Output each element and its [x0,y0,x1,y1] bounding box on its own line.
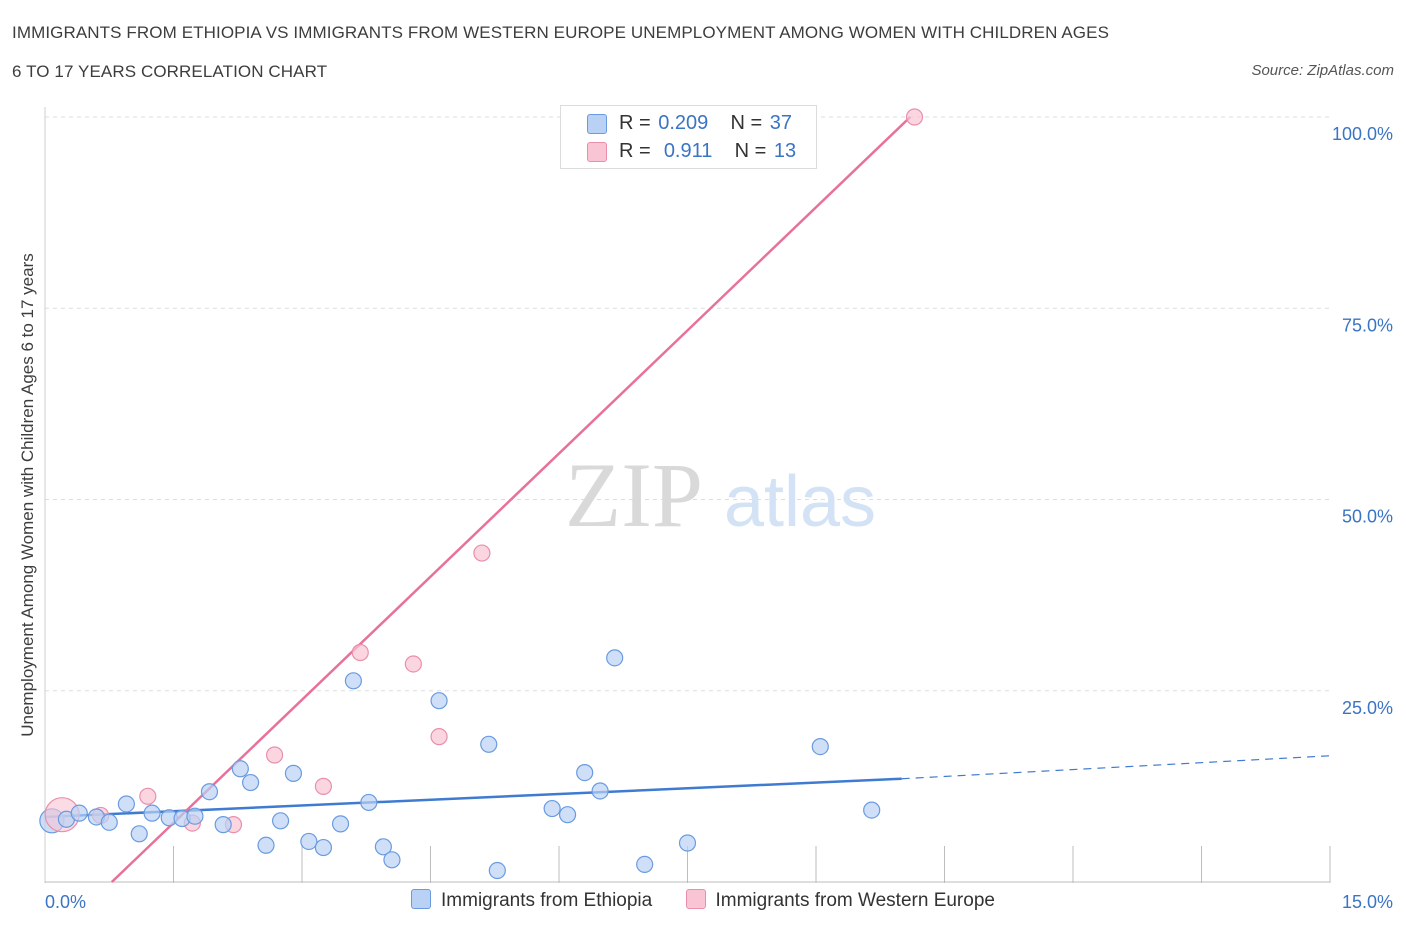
point-ethiopia [543,799,561,818]
legend-r-value: 0.911 [663,140,713,162]
axes [44,107,1331,883]
point-ethiopia [200,783,219,801]
point-western-europe [905,108,924,126]
point-ethiopia [591,782,609,800]
point-ethiopia [811,737,829,756]
point-ethiopia [360,793,378,812]
point-ethiopia [143,804,161,822]
point-ethiopia [558,806,577,824]
trend-line-ethiopia-extension [901,755,1331,780]
point-ethiopia [284,764,303,782]
point-western-europe [314,777,333,795]
point-ethiopia [636,855,654,874]
legend-row-ethiopia: R = 0.209 N = 37 [587,112,792,136]
point-ethiopia [331,815,350,833]
point-ethiopia [100,813,118,831]
point-western-europe [351,643,369,662]
legend-r-label: R = [619,112,651,134]
point-ethiopia [488,861,506,880]
point-ethiopia [314,838,333,857]
point-ethiopia [678,834,697,852]
legend-n-label: N = [734,140,767,162]
y-tick-label: 100.0% [1332,124,1393,144]
point-ethiopia [383,851,401,869]
legend-row-western-europe: R = 0.911 N = 13 [587,140,796,164]
point-ethiopia [231,760,249,778]
point-ethiopia [606,649,624,667]
watermark-zip: ZIP [565,444,703,546]
point-ethiopia [300,832,318,851]
point-ethiopia [430,692,448,710]
point-ethiopia [480,735,498,753]
point-ethiopia [863,801,881,819]
tick-labels: 25.0% 50.0% 75.0% 100.0% 0.0% 15.0% [45,124,1393,912]
point-ethiopia [117,795,135,813]
chart-title-line-2: 6 TO 17 YEARS CORRELATION CHART [12,62,328,81]
legend-swatch-western-europe [587,141,607,162]
x-tick-label: 15.0% [1342,892,1393,912]
data-points [39,108,924,880]
point-western-europe [265,746,284,764]
watermark: ZIP atlas [565,444,876,546]
series-swatch-ethiopia [411,889,432,909]
point-western-europe [404,655,422,673]
legend-r-label: R = [619,140,651,162]
y-tick-label: 25.0% [1342,698,1393,718]
point-western-europe [430,728,448,746]
series-legend: Immigrants from Ethiopia Immigrants from… [0,889,1406,912]
point-ethiopia [214,816,232,834]
series-name-ethiopia: Immigrants from Ethiopia [441,890,653,911]
point-ethiopia [271,812,290,830]
gridlines [45,116,1330,692]
point-ethiopia [242,773,260,792]
legend-n-label: N = [730,112,763,134]
legend-n-value: 13 [773,140,797,162]
source-label: Source: ZipAtlas.com [1251,62,1394,79]
point-ethiopia [130,825,148,843]
point-ethiopia [344,672,362,690]
point-ethiopia [257,836,275,854]
x-tick-label: 0.0% [45,892,86,912]
series-legend-western-europe: Immigrants from Western Europe [685,889,995,912]
legend-swatch-ethiopia [587,113,607,134]
series-legend-ethiopia: Immigrants from Ethiopia [411,889,652,912]
point-ethiopia [576,764,594,782]
y-tick-label: 50.0% [1342,507,1393,527]
watermark-atlas: atlas [724,462,876,542]
point-ethiopia [374,838,392,856]
correlation-legend: R = 0.209 N = 37 R = 0.911 N = 13 [560,105,817,169]
y-tick-label: 75.0% [1342,315,1393,335]
legend-n-value: 37 [769,112,793,134]
point-western-europe [473,544,491,562]
legend-r-value: 0.209 [658,112,709,134]
point-western-europe [139,787,157,805]
series-swatch-western-europe [685,889,706,909]
point-ethiopia [186,807,204,825]
trend-line-western-europe [110,116,912,883]
trend-lines [44,116,1331,883]
chart-title-line-1: IMMIGRANTS FROM ETHIOPIA VS IMMIGRANTS F… [12,23,1110,42]
y-axis-title: Unemployment Among Women with Children A… [18,253,37,737]
point-ethiopia [70,804,88,822]
series-name-western-europe: Immigrants from Western Europe [715,890,995,911]
